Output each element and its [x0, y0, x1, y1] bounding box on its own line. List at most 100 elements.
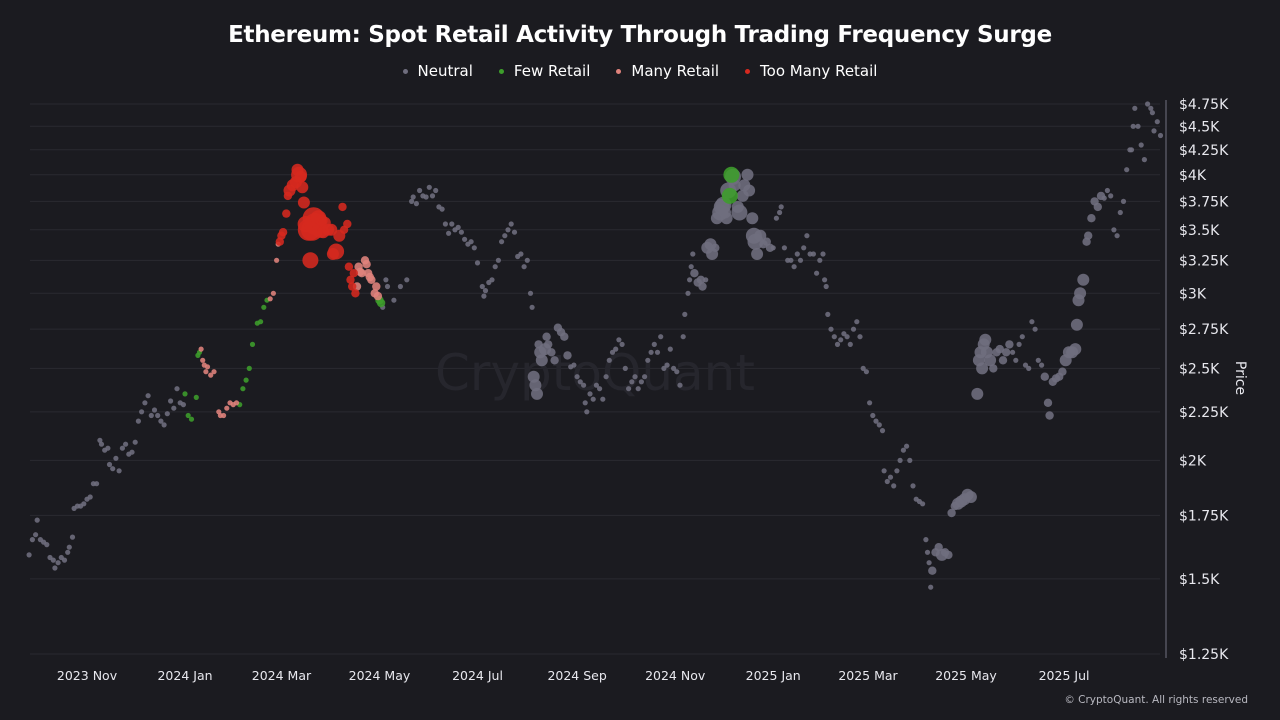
data-point-neutral: [417, 187, 423, 194]
data-point-neutral: [651, 341, 657, 347]
data-point-neutral: [489, 277, 495, 283]
data-point-neutral: [151, 407, 158, 413]
data-point-neutral: [847, 341, 853, 347]
data-point-neutral: [791, 264, 797, 270]
data-point-neutral: [502, 233, 508, 239]
data-point-neutral: [544, 340, 553, 349]
data-point-many-retail: [357, 269, 366, 278]
data-point-neutral: [746, 212, 759, 225]
data-point-neutral: [524, 257, 530, 263]
data-point-neutral: [1087, 214, 1096, 223]
data-point-neutral: [97, 437, 103, 443]
watermark: CryptoQuant: [435, 344, 755, 402]
data-point-neutral: [720, 212, 733, 225]
data-point-neutral: [667, 346, 673, 352]
data-point-many-retail: [270, 290, 276, 296]
data-point-neutral: [658, 334, 664, 340]
data-point-neutral: [1141, 157, 1147, 163]
data-point-neutral: [828, 326, 834, 332]
data-point-neutral: [863, 369, 870, 375]
data-point-neutral: [971, 387, 984, 400]
y-tick-label: $2.25K: [1179, 405, 1229, 421]
data-point-neutral: [1154, 119, 1160, 125]
data-point-neutral: [1069, 343, 1082, 356]
data-point-neutral: [773, 215, 780, 221]
data-point-neutral: [947, 508, 956, 518]
data-point-neutral: [50, 557, 56, 563]
data-point-neutral: [560, 332, 569, 341]
data-point-neutral: [180, 402, 186, 408]
legend-label: Too Many Retail: [760, 62, 878, 80]
data-point-neutral: [397, 283, 403, 290]
legend-item-neutral[interactable]: Neutral: [402, 62, 473, 80]
data-point-neutral: [1157, 132, 1164, 139]
data-point-neutral: [1019, 334, 1025, 340]
data-point-neutral: [867, 400, 873, 406]
data-point-few-retail: [723, 166, 740, 183]
x-tick-label: 2024 May: [349, 668, 411, 683]
data-point-neutral: [66, 544, 72, 550]
data-point-neutral: [754, 229, 767, 242]
data-point-too-many-retail: [348, 282, 357, 291]
data-point-neutral: [429, 193, 436, 199]
data-point-neutral: [907, 457, 913, 463]
data-point-neutral: [1124, 167, 1130, 173]
data-point-neutral: [622, 365, 628, 371]
data-point-neutral: [542, 332, 551, 341]
data-point-neutral: [690, 251, 696, 257]
x-tick-label: 2025 May: [935, 668, 997, 683]
data-point-too-many-retail: [344, 262, 354, 271]
data-point-neutral: [897, 457, 903, 463]
data-point-few-retail: [188, 416, 195, 422]
data-point-neutral: [571, 362, 577, 368]
data-point-many-retail: [200, 357, 206, 363]
data-point-neutral: [55, 560, 61, 566]
legend-item-few-retail[interactable]: Few Retail: [498, 62, 590, 80]
data-point-many-retail: [362, 260, 371, 269]
data-point-neutral: [1039, 362, 1045, 368]
x-tick-label: 2024 Mar: [252, 668, 312, 683]
data-point-neutral: [442, 221, 448, 227]
data-point-neutral: [29, 537, 35, 543]
data-point-neutral: [499, 239, 505, 245]
data-point-many-retail: [211, 369, 217, 375]
data-point-neutral: [449, 221, 455, 227]
data-point-neutral: [964, 491, 977, 503]
data-point-too-many-retail: [338, 202, 347, 212]
data-point-neutral: [926, 560, 932, 566]
data-point-neutral: [687, 277, 693, 283]
data-point-neutral: [1032, 326, 1038, 332]
data-point-neutral: [527, 290, 534, 296]
data-point-neutral: [1149, 110, 1155, 116]
data-point-neutral: [132, 439, 138, 445]
data-point-too-many-retail: [282, 209, 291, 218]
data-point-neutral: [924, 549, 931, 555]
data-point-neutral: [481, 293, 487, 299]
data-point-neutral: [1035, 357, 1041, 363]
data-point-neutral: [1013, 357, 1019, 363]
data-point-neutral: [161, 422, 167, 428]
data-point-neutral: [139, 409, 145, 415]
data-point-neutral: [34, 517, 40, 523]
data-point-neutral: [998, 356, 1008, 365]
data-point-neutral: [891, 483, 897, 489]
data-point-neutral: [529, 304, 535, 310]
data-point-neutral: [626, 386, 632, 392]
data-point-neutral: [1145, 101, 1151, 107]
legend-item-many-retail[interactable]: Many Retail: [616, 62, 719, 80]
data-point-few-retail: [249, 341, 256, 347]
legend-item-too-many-retail[interactable]: Too Many Retail: [745, 62, 877, 80]
data-point-neutral: [690, 269, 699, 278]
data-point-neutral: [741, 168, 754, 181]
data-point-neutral: [797, 257, 804, 263]
x-tick-label: 2024 Sep: [547, 668, 606, 683]
data-point-neutral: [781, 245, 788, 251]
data-point-neutral: [711, 243, 720, 252]
y-axis-label: Price: [1232, 361, 1248, 395]
data-point-neutral: [474, 260, 481, 266]
data-point-neutral: [106, 461, 113, 468]
data-point-neutral: [550, 356, 559, 365]
data-point-neutral: [1045, 411, 1054, 420]
data-points: [26, 101, 1164, 590]
data-point-neutral: [587, 391, 593, 397]
